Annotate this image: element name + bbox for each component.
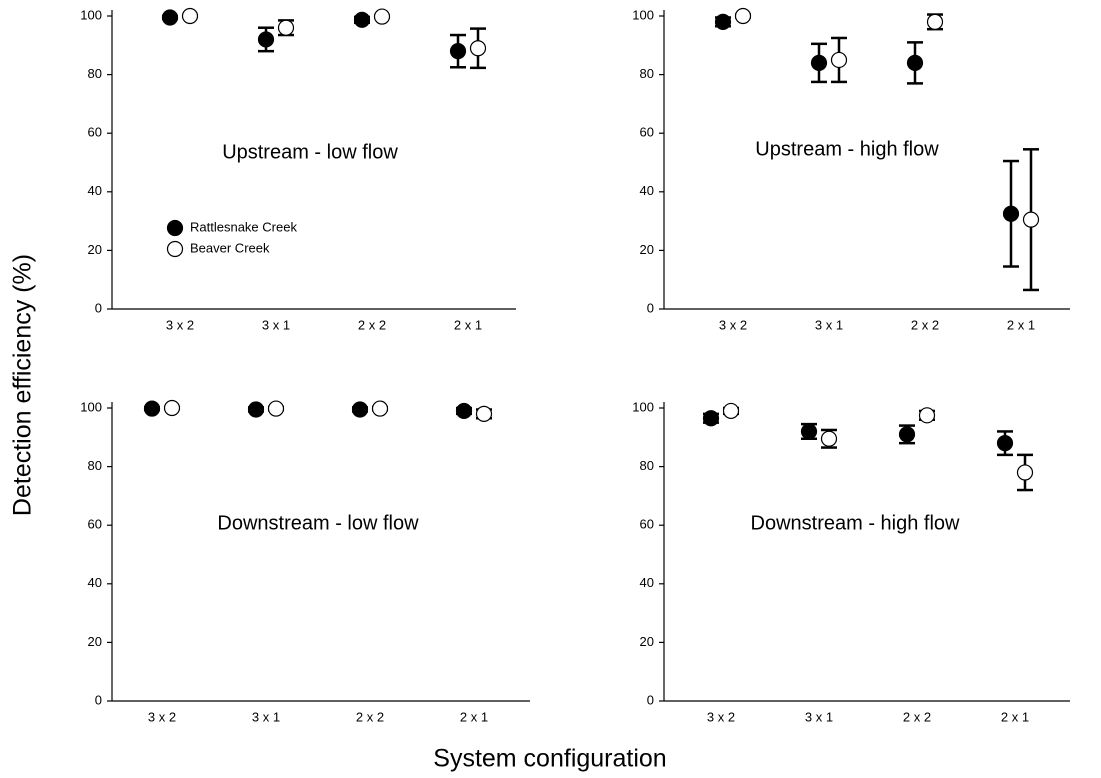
- x-tick-label: 2 x 1: [454, 317, 482, 332]
- y-axis-label: Detection efficiency (%): [9, 254, 37, 516]
- marker: [906, 54, 924, 71]
- marker: [143, 400, 161, 417]
- y-tick-label: 0: [647, 692, 654, 707]
- y-tick-label: 60: [88, 517, 102, 532]
- marker: [351, 401, 369, 418]
- marker: [247, 401, 265, 418]
- marker: [714, 13, 732, 30]
- marker: [373, 8, 391, 25]
- legend-label: Beaver Creek: [190, 240, 270, 255]
- marker: [353, 11, 371, 28]
- x-tick-label: 3 x 1: [805, 709, 833, 724]
- x-tick-label: 3 x 2: [166, 317, 194, 332]
- marker: [702, 410, 720, 427]
- marker: [918, 407, 936, 424]
- y-tick-label: 60: [88, 125, 102, 140]
- x-tick-label: 2 x 2: [911, 317, 939, 332]
- y-tick-label: 20: [640, 634, 654, 649]
- marker: [820, 430, 838, 447]
- y-tick-label: 100: [632, 399, 654, 414]
- y-tick-label: 80: [88, 66, 102, 81]
- y-tick-label: 100: [80, 399, 102, 414]
- legend-label: Rattlesnake Creek: [190, 219, 297, 234]
- marker: [181, 7, 199, 25]
- marker: [475, 405, 493, 422]
- y-tick-label: 0: [95, 300, 102, 315]
- marker: [1022, 211, 1040, 228]
- marker: [996, 435, 1014, 452]
- x-tick-label: 2 x 1: [460, 709, 488, 724]
- x-tick-label: 3 x 1: [262, 317, 290, 332]
- marker: [277, 19, 295, 36]
- y-tick-label: 40: [640, 183, 654, 198]
- marker: [926, 13, 944, 30]
- marker: [449, 43, 467, 60]
- marker: [371, 400, 389, 417]
- y-tick-label: 20: [640, 242, 654, 257]
- y-tick-label: 100: [80, 7, 102, 22]
- legend-marker: [166, 240, 184, 258]
- marker: [161, 9, 179, 26]
- y-tick-label: 40: [640, 575, 654, 590]
- y-tick-label: 80: [640, 458, 654, 473]
- marker: [1016, 464, 1034, 481]
- marker: [810, 54, 828, 71]
- panel-title: Upstream - low flow: [222, 141, 398, 163]
- marker: [1002, 205, 1020, 222]
- x-axis-label: System configuration: [433, 745, 666, 773]
- x-tick-label: 2 x 2: [903, 709, 931, 724]
- y-tick-label: 80: [88, 458, 102, 473]
- marker: [257, 31, 275, 48]
- x-tick-label: 3 x 2: [707, 709, 735, 724]
- marker: [830, 51, 848, 69]
- marker: [267, 400, 285, 417]
- marker: [163, 399, 181, 417]
- x-tick-label: 3 x 1: [252, 709, 280, 724]
- marker: [734, 7, 752, 25]
- x-tick-label: 2 x 1: [1007, 317, 1035, 332]
- x-tick-label: 3 x 2: [719, 317, 747, 332]
- marker: [722, 402, 740, 420]
- legend-marker: [166, 219, 184, 237]
- marker: [455, 402, 473, 420]
- x-tick-label: 3 x 1: [815, 317, 843, 332]
- marker: [898, 426, 916, 443]
- x-tick-label: 2 x 2: [358, 317, 386, 332]
- y-tick-label: 60: [640, 125, 654, 140]
- marker: [469, 40, 487, 57]
- panel-title: Upstream - high flow: [755, 138, 939, 160]
- marker: [800, 423, 818, 440]
- y-tick-label: 40: [88, 183, 102, 198]
- y-tick-label: 20: [88, 634, 102, 649]
- y-tick-label: 20: [88, 242, 102, 257]
- y-tick-label: 0: [95, 692, 102, 707]
- panel-title: Downstream - high flow: [751, 512, 961, 534]
- x-tick-label: 2 x 2: [356, 709, 384, 724]
- x-tick-label: 3 x 2: [148, 709, 176, 724]
- y-tick-label: 0: [647, 300, 654, 315]
- y-tick-label: 60: [640, 517, 654, 532]
- y-tick-label: 100: [632, 7, 654, 22]
- y-tick-label: 40: [88, 575, 102, 590]
- panel-title: Downstream - low flow: [217, 512, 419, 534]
- x-tick-label: 2 x 1: [1001, 709, 1029, 724]
- y-tick-label: 80: [640, 66, 654, 81]
